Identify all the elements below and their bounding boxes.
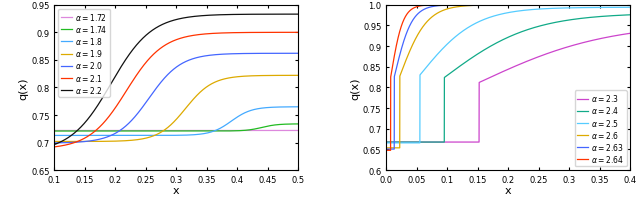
X-axis label: x: x <box>505 185 511 195</box>
Legend: $\alpha=2.3$, $\alpha=2.4$, $\alpha=2.5$, $\alpha=2.6$, $\alpha=2.63$, $\alpha=2: $\alpha=2.3$, $\alpha=2.4$, $\alpha=2.5$… <box>575 91 627 166</box>
Y-axis label: q(x): q(x) <box>350 77 360 99</box>
Y-axis label: q(x): q(x) <box>19 77 28 99</box>
X-axis label: x: x <box>173 185 180 195</box>
Legend: $\alpha=1.72$, $\alpha=1.74$, $\alpha=1.8$, $\alpha=1.9$, $\alpha=2.0$, $\alpha=: $\alpha=1.72$, $\alpha=1.74$, $\alpha=1.… <box>58 10 109 98</box>
